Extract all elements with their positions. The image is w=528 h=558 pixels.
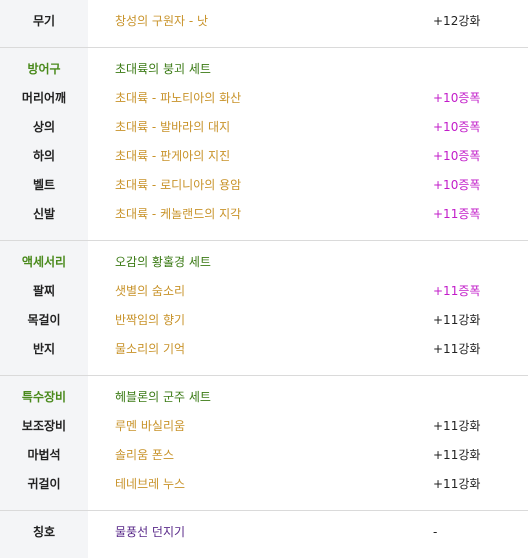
- special-header-row: 특수장비 헤블론의 군주 세트: [0, 383, 528, 412]
- slot-label: 하의: [32, 149, 56, 163]
- amplify-value: +11증폭: [433, 207, 481, 221]
- slot-label: 귀걸이: [27, 477, 61, 491]
- slot-label: 상의: [32, 120, 56, 134]
- slot-label: 마법석: [27, 448, 61, 462]
- amplify-value: +10증폭: [433, 91, 481, 105]
- title-item[interactable]: 물풍선 던지기: [115, 525, 186, 539]
- slot-label: 반지: [32, 342, 56, 356]
- weapon-item[interactable]: 창성의 구원자 - 낫: [115, 14, 209, 28]
- special-row-earring: 귀걸이 테네브레 누스 +11강화: [0, 470, 528, 499]
- weapon-label: 무기: [32, 14, 56, 28]
- slot-label: 벨트: [32, 178, 56, 192]
- title-label: 칭호: [32, 525, 56, 539]
- slot-label: 팔찌: [32, 284, 56, 298]
- section-divider: [0, 375, 528, 376]
- item-name[interactable]: 샛별의 숨소리: [115, 284, 186, 298]
- item-name[interactable]: 솔리움 폰스: [115, 448, 175, 462]
- armor-row-top: 상의 초대륙 - 발바라의 대지 +10증폭: [0, 113, 528, 142]
- amplify-value: +10증폭: [433, 149, 481, 163]
- accessory-group-label: 액세서리: [21, 255, 67, 269]
- label-column: [0, 0, 88, 558]
- slot-label: 보조장비: [21, 419, 67, 433]
- item-name[interactable]: 물소리의 기억: [115, 342, 186, 356]
- item-name[interactable]: 초대륙 - 발바라의 대지: [115, 120, 231, 134]
- enhance-value: +11강화: [433, 342, 481, 356]
- item-name[interactable]: 초대륙 - 파노티아의 화산: [115, 91, 242, 105]
- title-row: 칭호 물풍선 던지기 -: [0, 518, 528, 547]
- special-row-magic-stone: 마법석 솔리움 폰스 +11강화: [0, 441, 528, 470]
- accessory-header-row: 액세서리 오감의 황홀경 세트: [0, 248, 528, 277]
- enhance-value: +11강화: [433, 419, 481, 433]
- armor-row-belt: 벨트 초대륙 - 로디니아의 용암 +10증폭: [0, 171, 528, 200]
- enhance-value: +11강화: [433, 477, 481, 491]
- item-name[interactable]: 초대륙 - 케놀랜드의 지각: [115, 207, 242, 221]
- section-divider: [0, 240, 528, 241]
- armor-group-label: 방어구: [27, 62, 61, 76]
- slot-label: 머리어깨: [21, 91, 67, 105]
- armor-header-row: 방어구 초대륙의 붕괴 세트: [0, 55, 528, 84]
- item-name[interactable]: 반짝임의 향기: [115, 313, 186, 327]
- armor-set-name[interactable]: 초대륙의 붕괴 세트: [115, 62, 211, 76]
- amplify-value: +10증폭: [433, 120, 481, 134]
- item-name[interactable]: 루멘 바실리움: [115, 419, 186, 433]
- accessory-set-name[interactable]: 오감의 황홀경 세트: [115, 255, 211, 269]
- item-name[interactable]: 초대륙 - 판게아의 지진: [115, 149, 231, 163]
- amplify-value: +10증폭: [433, 178, 481, 192]
- amplify-value: +11증폭: [433, 284, 481, 298]
- accessory-row-ring: 반지 물소리의 기억 +11강화: [0, 335, 528, 364]
- special-group-label: 특수장비: [21, 390, 67, 404]
- accessory-row-necklace: 목걸이 반짝임의 향기 +11강화: [0, 306, 528, 335]
- armor-row-head-shoulder: 머리어깨 초대륙 - 파노티아의 화산 +10증폭: [0, 84, 528, 113]
- special-set-name[interactable]: 헤블론의 군주 세트: [115, 390, 211, 404]
- armor-row-shoes: 신발 초대륙 - 케놀랜드의 지각 +11증폭: [0, 200, 528, 229]
- special-row-subweapon: 보조장비 루멘 바실리움 +11강화: [0, 412, 528, 441]
- title-enhancement: -: [433, 525, 438, 539]
- slot-label: 신발: [32, 207, 56, 221]
- section-divider: [0, 47, 528, 48]
- weapon-enhancement: +12강화: [433, 14, 481, 28]
- armor-row-bottom: 하의 초대륙 - 판게아의 지진 +10증폭: [0, 142, 528, 171]
- section-divider: [0, 510, 528, 511]
- enhance-value: +11강화: [433, 313, 481, 327]
- weapon-row: 무기 창성의 구원자 - 낫 +12강화: [0, 7, 528, 36]
- item-name[interactable]: 테네브레 누스: [115, 477, 186, 491]
- accessory-row-bracelet: 팔찌 샛별의 숨소리 +11증폭: [0, 277, 528, 306]
- item-name[interactable]: 초대륙 - 로디니아의 용암: [115, 178, 242, 192]
- enhance-value: +11강화: [433, 448, 481, 462]
- slot-label: 목걸이: [27, 313, 61, 327]
